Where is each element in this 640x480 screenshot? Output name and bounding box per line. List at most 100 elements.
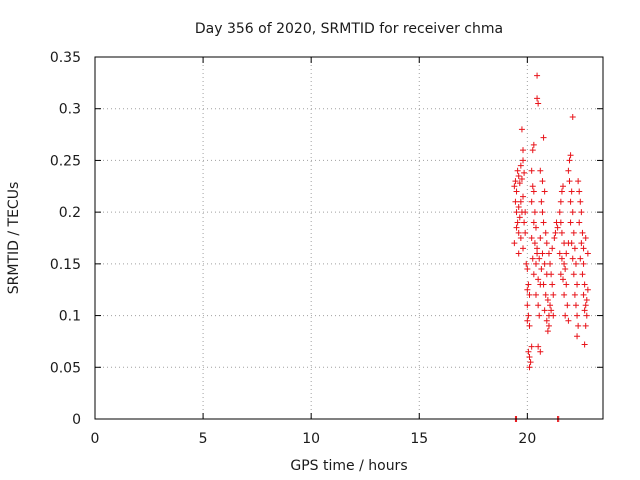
data-point bbox=[534, 245, 541, 252]
data-point bbox=[569, 255, 576, 262]
data-point bbox=[571, 291, 578, 298]
data-point bbox=[535, 100, 542, 107]
data-point bbox=[575, 178, 582, 185]
data-point bbox=[557, 219, 564, 226]
data-point bbox=[540, 281, 547, 288]
data-point bbox=[530, 141, 537, 148]
data-point bbox=[568, 188, 575, 195]
data-point bbox=[542, 291, 549, 298]
data-point bbox=[513, 209, 520, 216]
data-point bbox=[517, 235, 524, 241]
data-point bbox=[524, 302, 531, 309]
data-point bbox=[524, 286, 531, 293]
data-point bbox=[556, 250, 563, 257]
data-point bbox=[535, 343, 542, 350]
x-tick-label: 20 bbox=[518, 431, 536, 447]
data-point bbox=[528, 198, 535, 205]
data-point bbox=[566, 178, 573, 185]
data-point bbox=[526, 291, 533, 298]
y-axis-label: SRMTID / TECUs bbox=[6, 182, 22, 295]
data-point bbox=[520, 245, 527, 252]
data-point bbox=[529, 255, 536, 262]
data-point bbox=[565, 317, 572, 324]
data-point bbox=[518, 176, 525, 183]
y-tick-label: 0.2 bbox=[59, 205, 81, 221]
data-point bbox=[526, 322, 533, 329]
data-point bbox=[515, 172, 522, 179]
data-point bbox=[539, 209, 546, 216]
data-point bbox=[516, 214, 523, 221]
data-point bbox=[578, 240, 585, 247]
data-point bbox=[584, 250, 591, 257]
data-point bbox=[520, 193, 527, 200]
data-point bbox=[542, 229, 549, 236]
data-point bbox=[570, 271, 577, 278]
x-tick-label: 5 bbox=[199, 431, 208, 447]
data-point bbox=[583, 297, 590, 304]
data-point bbox=[522, 229, 529, 236]
data-point bbox=[530, 271, 537, 278]
data-point bbox=[514, 219, 521, 226]
data-point bbox=[515, 203, 522, 210]
data-point bbox=[511, 240, 518, 247]
data-point bbox=[572, 302, 579, 309]
data-point bbox=[558, 255, 565, 262]
data-point bbox=[513, 224, 520, 231]
data-point bbox=[538, 198, 545, 205]
data-point bbox=[547, 260, 554, 267]
data-point bbox=[527, 359, 534, 366]
data-point bbox=[524, 317, 531, 324]
data-point bbox=[580, 245, 587, 252]
data-point bbox=[564, 302, 571, 309]
data-point bbox=[580, 260, 587, 267]
data-point bbox=[572, 260, 579, 267]
data-point bbox=[536, 312, 543, 319]
data-point bbox=[557, 198, 564, 205]
data-point bbox=[580, 291, 587, 298]
data-point bbox=[579, 229, 586, 236]
data-point bbox=[577, 198, 584, 205]
data-point bbox=[561, 291, 568, 298]
data-point bbox=[520, 157, 527, 164]
data-point bbox=[576, 188, 583, 195]
data-point bbox=[582, 322, 589, 329]
y-tick-label: 0.1 bbox=[59, 309, 81, 325]
data-point bbox=[526, 364, 533, 371]
data-point bbox=[556, 209, 563, 216]
data-point bbox=[558, 188, 565, 195]
data-point bbox=[525, 348, 532, 355]
data-point bbox=[581, 281, 588, 288]
data-point bbox=[528, 235, 535, 241]
data-point bbox=[539, 178, 546, 185]
data-point bbox=[515, 229, 522, 236]
data-point bbox=[550, 291, 557, 298]
data-point bbox=[541, 188, 548, 195]
data-point bbox=[534, 250, 541, 257]
data-point bbox=[560, 276, 567, 283]
data-point bbox=[544, 328, 551, 335]
data-point bbox=[549, 281, 556, 288]
data-point bbox=[582, 302, 589, 309]
data-point bbox=[557, 271, 564, 278]
data-point bbox=[562, 266, 569, 273]
data-point bbox=[548, 271, 555, 278]
data-point bbox=[581, 341, 588, 348]
data-point bbox=[551, 235, 558, 241]
data-point bbox=[515, 250, 522, 257]
data-point bbox=[532, 291, 539, 298]
data-point bbox=[569, 209, 576, 216]
data-point bbox=[521, 169, 528, 176]
data-point bbox=[545, 250, 552, 257]
data-point bbox=[582, 235, 589, 241]
y-axis-tick-labels: 0 0.05 0.1 0.15 0.2 0.25 0.3 0.35 bbox=[50, 50, 81, 428]
y-tick-label: 0.25 bbox=[50, 153, 81, 169]
data-point bbox=[583, 312, 590, 319]
data-point bbox=[528, 343, 535, 350]
data-point bbox=[532, 224, 539, 231]
grid-lines bbox=[95, 57, 603, 419]
axis-ticks bbox=[94, 56, 603, 420]
data-point bbox=[534, 72, 541, 79]
data-point bbox=[545, 322, 552, 329]
data-point bbox=[531, 209, 538, 216]
data-point bbox=[563, 281, 570, 288]
